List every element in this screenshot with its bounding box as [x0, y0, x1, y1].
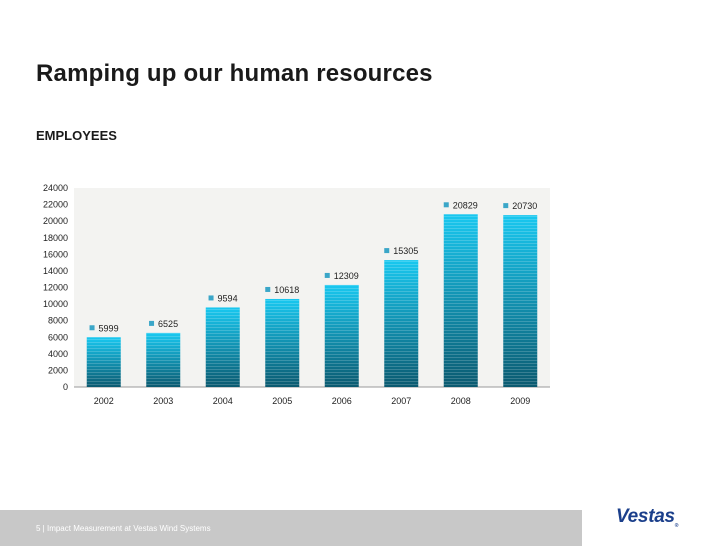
- vestas-logo-text: Vestas: [616, 506, 675, 527]
- bar-stripes-2002: [86, 337, 121, 387]
- bar-stripes-2004: [205, 307, 240, 387]
- slide-title: Ramping up our human resources: [36, 60, 433, 87]
- value-label-marker: [384, 248, 390, 254]
- y-tick-label: 14000: [43, 266, 68, 276]
- value-label: 6525: [158, 319, 178, 329]
- y-tick-label: 12000: [43, 283, 68, 293]
- footer-bar: 5 | Impact Measurement at Vestas Wind Sy…: [0, 510, 582, 546]
- y-tick-label: 22000: [43, 200, 68, 210]
- registered-mark: ®: [674, 522, 679, 529]
- x-tick-label: 2003: [153, 396, 173, 406]
- footer-text: 5 | Impact Measurement at Vestas Wind Sy…: [36, 524, 211, 533]
- value-label: 20829: [453, 200, 478, 210]
- y-tick-label: 24000: [43, 183, 68, 193]
- bar-stripes-2009: [503, 215, 538, 387]
- x-tick-label: 2004: [213, 396, 233, 406]
- vestas-logo: Vestas®: [616, 506, 678, 529]
- x-tick-label: 2002: [94, 396, 114, 406]
- value-label: 12309: [334, 271, 359, 281]
- value-label-marker: [324, 272, 330, 278]
- value-label: 5999: [99, 323, 119, 333]
- value-label-marker: [149, 320, 155, 326]
- bar-stripes-2007: [384, 260, 419, 387]
- x-tick-label: 2009: [510, 396, 530, 406]
- y-tick-label: 6000: [48, 332, 68, 342]
- y-tick-label: 20000: [43, 216, 68, 226]
- bar-stripes-2005: [265, 298, 300, 387]
- y-tick-label: 18000: [43, 233, 68, 243]
- y-tick-label: 0: [63, 382, 68, 392]
- x-tick-label: 2006: [332, 396, 352, 406]
- value-label-marker: [265, 286, 271, 292]
- y-tick-label: 16000: [43, 249, 68, 259]
- value-label: 20730: [512, 201, 537, 211]
- bar-stripes-2008: [443, 214, 478, 387]
- value-label-marker: [208, 295, 214, 301]
- value-label: 10618: [274, 285, 299, 295]
- x-tick-label: 2005: [272, 396, 292, 406]
- slide-subtitle: EMPLOYEES: [36, 128, 117, 143]
- value-label-marker: [503, 203, 509, 209]
- value-label-marker: [89, 325, 95, 331]
- value-label-marker: [443, 202, 449, 208]
- value-label: 15305: [393, 246, 418, 256]
- plot-area: [74, 188, 550, 387]
- y-tick-label: 10000: [43, 299, 68, 309]
- x-tick-label: 2008: [451, 396, 471, 406]
- bar-stripes-2006: [324, 284, 359, 387]
- y-tick-label: 8000: [48, 316, 68, 326]
- bar-stripes-2003: [146, 332, 181, 387]
- y-tick-label: 4000: [48, 349, 68, 359]
- x-tick-label: 2007: [391, 396, 411, 406]
- y-tick-label: 2000: [48, 365, 68, 375]
- value-label: 9594: [218, 293, 238, 303]
